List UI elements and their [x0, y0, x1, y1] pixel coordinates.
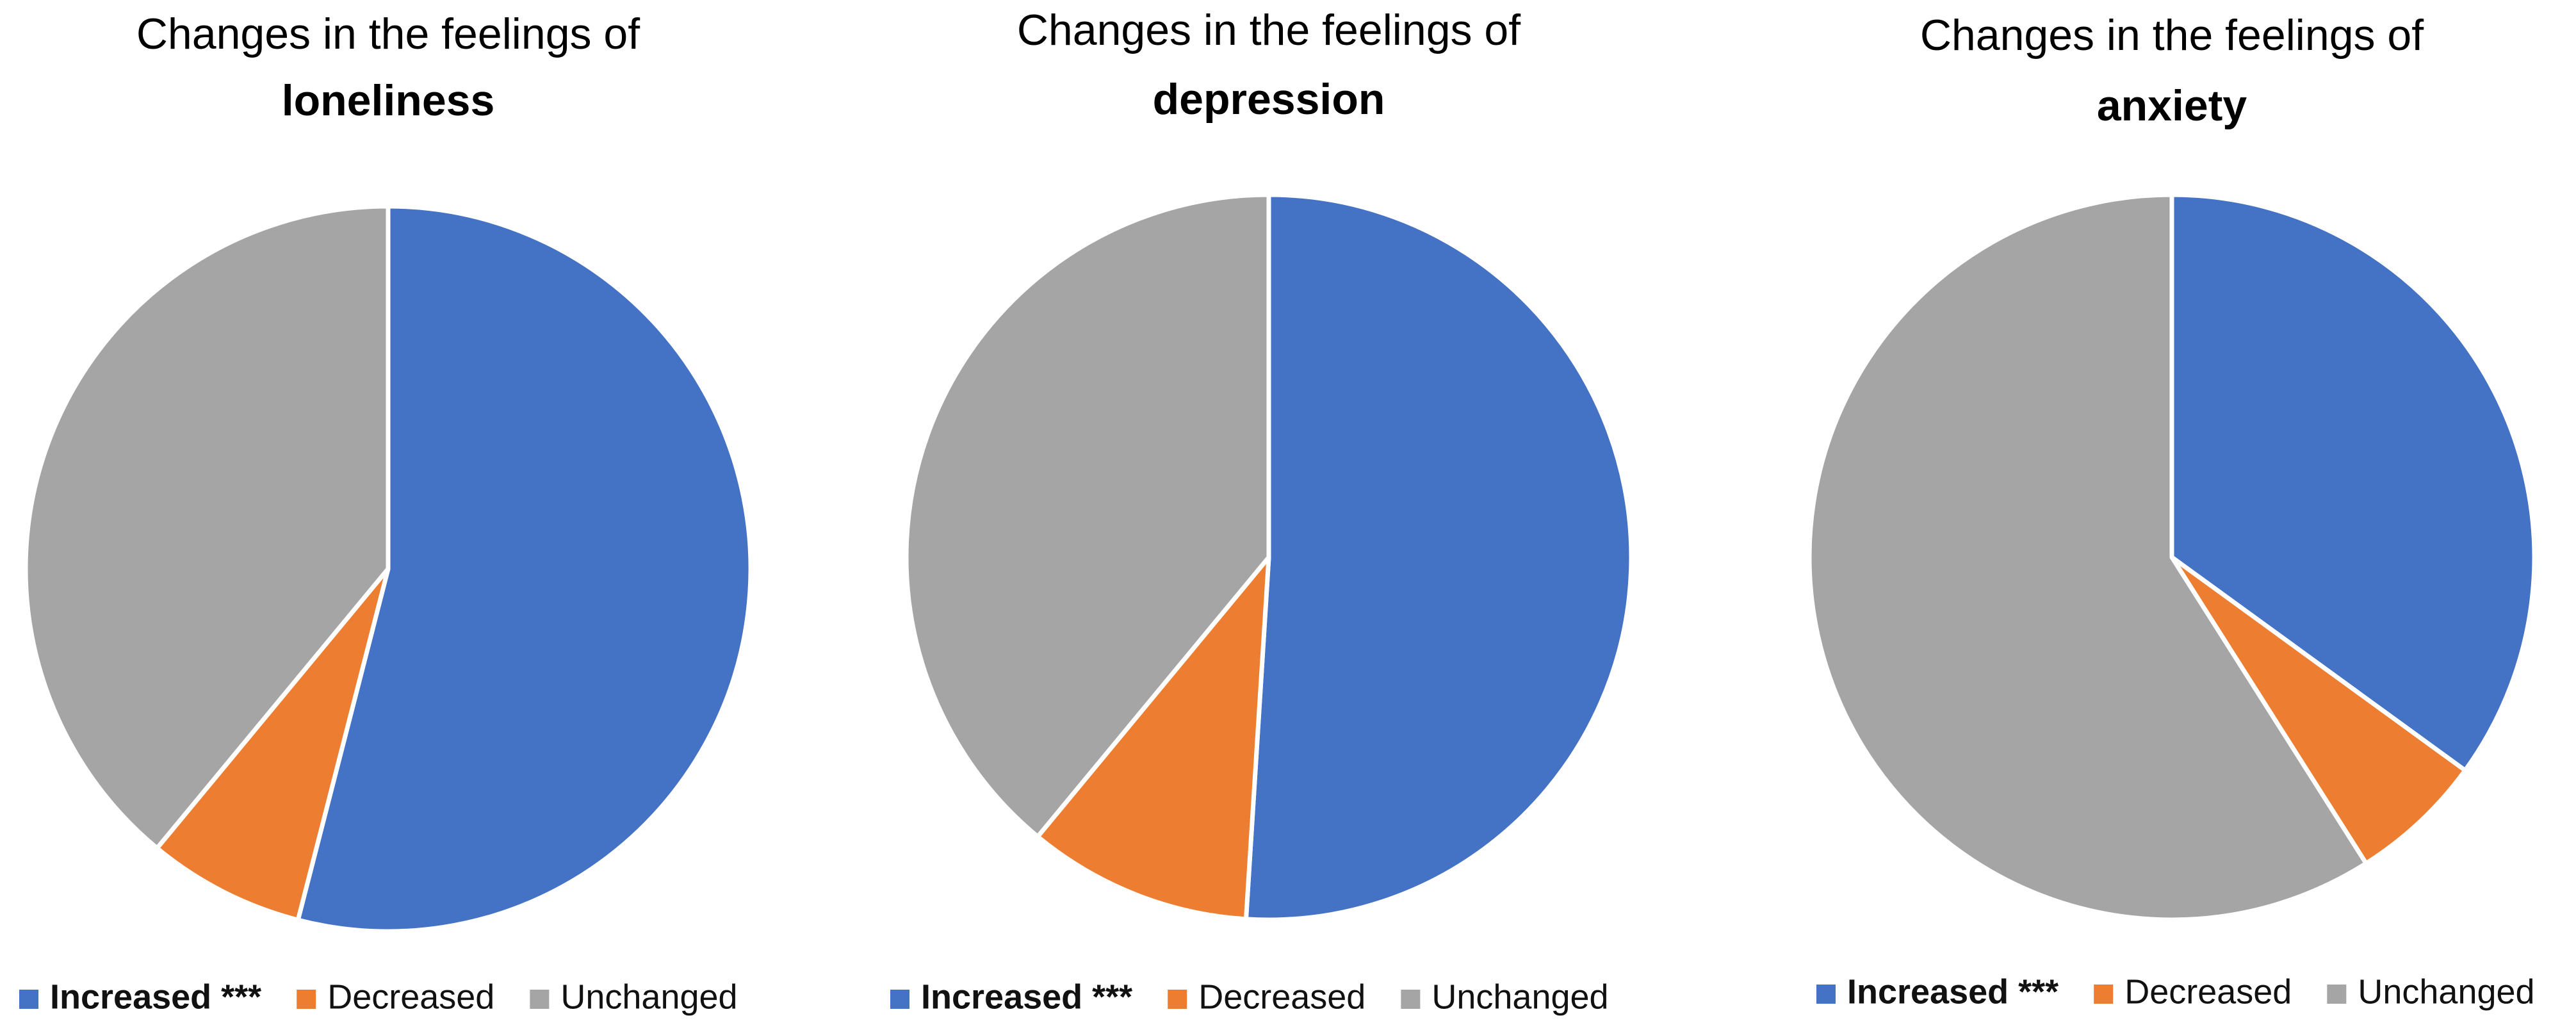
pie-slice-increased: [295, 204, 753, 934]
pie-slice-unchanged: [23, 204, 391, 851]
legend-swatch-increased: [1816, 985, 1836, 1004]
legend-swatch-unchanged: [530, 990, 550, 1009]
legend-swatch-increased: [890, 990, 909, 1009]
pie-slice-decreased: [154, 566, 391, 922]
chart-legend: Increased *** Decreased Unchanged: [19, 977, 738, 1016]
pie-chart-loneliness: Changes in the feelings of loneliness Incr…: [19, 10, 753, 1016]
legend-label-increased: Increased ***: [1847, 972, 2058, 1011]
legend-label-decreased: Decreased: [327, 977, 494, 1016]
legend-swatch-unchanged: [1401, 990, 1421, 1009]
legend-swatch-unchanged: [2327, 985, 2347, 1004]
chart-title-line2: anxiety: [2097, 81, 2247, 130]
chart-legend: Increased *** Decreased Unchanged: [1816, 972, 2535, 1011]
chart-title-line2: depression: [1153, 75, 1385, 124]
legend-label-unchanged: Unchanged: [560, 977, 737, 1016]
legend-label-increased: Increased ***: [921, 977, 1132, 1016]
pie-chart-anxiety: Changes in the feelings of anxiety Increas…: [1807, 11, 2537, 1011]
chart-title-line1: Changes in the feelings of: [136, 10, 640, 58]
pie-slice-decreased: [1035, 555, 1271, 922]
legend-label-decreased: Decreased: [1198, 977, 1365, 1016]
chart-title-line2: loneliness: [282, 76, 495, 125]
chart-title-line1: Changes in the feelings of: [1920, 11, 2424, 60]
pie-slice-increased: [1243, 192, 1634, 922]
legend-swatch-increased: [19, 990, 38, 1009]
chart-legend: Increased *** Decreased Unchanged: [890, 977, 1609, 1016]
legend-swatch-decreased: [1168, 990, 1187, 1009]
pie-slice-unchanged: [1807, 192, 2368, 922]
legend-label-increased: Increased ***: [50, 977, 261, 1016]
legend-label-unchanged: Unchanged: [1431, 977, 1608, 1016]
legend-swatch-decreased: [297, 990, 316, 1009]
pie-slice-decreased: [2169, 555, 2468, 866]
legend-label-decreased: Decreased: [2124, 972, 2292, 1011]
pie-chart-depression: Changes in the feelings of depression Incr…: [890, 6, 1634, 1016]
pie-slice-increased: [2169, 192, 2537, 773]
chart-title-line1: Changes in the feelings of: [1017, 6, 1520, 54]
legend-label-unchanged: Unchanged: [2358, 972, 2534, 1011]
legend-swatch-decreased: [2094, 985, 2114, 1004]
pie-slice-unchanged: [904, 192, 1271, 839]
